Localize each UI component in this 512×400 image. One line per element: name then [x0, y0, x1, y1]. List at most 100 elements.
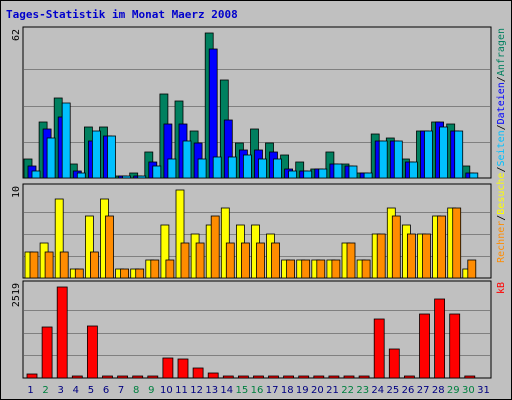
bar-visits-rechner-day-17: [271, 242, 280, 279]
bar-hits-seiten-day-23: [363, 172, 373, 179]
bar-kb-kb-day-8: [132, 375, 144, 379]
x-tick-label-day-31: 31: [477, 385, 490, 396]
bar-hits-seiten-day-22: [348, 165, 358, 179]
bar-visits-rechner-day-25: [391, 215, 401, 279]
bar-visits-rechner-day-24: [376, 233, 386, 279]
side-label: Rechner/Besuche/Seiten/Dateien/Anfragen: [496, 28, 507, 263]
bar-hits-seiten-day-3: [61, 102, 71, 179]
bar-hits-seiten-day-1: [31, 170, 41, 179]
bar-kb-kb-day-25: [388, 348, 400, 379]
bar-visits-besuche-day-10: [160, 224, 170, 279]
bar-hits-seiten-day-27: [424, 130, 433, 179]
side-label-dateien: Dateien: [496, 82, 507, 124]
x-tick-label-day-12: 12: [190, 385, 203, 396]
bar-kb-kb-day-9: [147, 375, 159, 379]
bar-hits-seiten-day-12: [197, 158, 207, 179]
bar-hits-seiten-day-28: [439, 126, 449, 179]
bar-kb-kb-day-22: [343, 375, 355, 379]
x-tick-label-day-21: 21: [326, 385, 339, 396]
x-tick-label-day-6: 6: [103, 385, 109, 396]
bar-hits-seiten-day-26: [408, 161, 418, 179]
bar-hits-seiten-day-17: [273, 158, 282, 179]
side-label-rechner: Rechner: [496, 221, 507, 263]
bar-visits-rechner-day-5: [90, 251, 99, 279]
x-tick-label-day-22: 22: [341, 385, 354, 396]
x-tick-label-day-3: 3: [58, 385, 64, 396]
bar-kb-kb-day-5: [87, 325, 98, 379]
bar-visits-rechner-day-7: [120, 268, 129, 279]
side-label-anfragen: Anfragen: [496, 28, 507, 76]
bar-kb-kb-day-27: [419, 313, 430, 379]
bar-kb-kb-day-14: [222, 375, 234, 379]
bar-visits-besuche-day-5: [85, 215, 94, 279]
bar-kb-kb-day-7: [117, 375, 128, 379]
bar-kb-kb-day-3: [56, 286, 68, 379]
bar-visits-rechner-day-12: [195, 242, 205, 279]
bar-hits-seiten-day-20: [318, 168, 328, 179]
bar-kb-kb-day-15: [237, 375, 249, 379]
x-tick-label-day-18: 18: [281, 385, 294, 396]
bar-hits-seiten-day-11: [182, 140, 192, 179]
bar-visits-rechner-day-20: [316, 259, 326, 279]
bar-visits-rechner-day-11: [180, 242, 190, 279]
x-tick-label-day-23: 23: [356, 385, 369, 396]
panel-hits: 62: [11, 26, 492, 179]
x-tick-label-day-1: 1: [27, 385, 33, 396]
bar-kb-kb-day-16: [253, 375, 264, 379]
bar-kb-kb-day-30: [464, 375, 476, 379]
bar-hits-seiten-day-18: [288, 170, 298, 179]
bar-visits-rechner-day-4: [74, 268, 84, 279]
bar-kb-kb-day-2: [41, 326, 53, 379]
x-tick-labels: 1 2 3 4 5 6 7 8 9 10 11 12 13 14 15 16 17 18 19 20 21 22 23 24 2…: [27, 385, 490, 396]
panel-frame: [22, 280, 492, 379]
x-tick-label-day-16: 16: [251, 385, 264, 396]
chart-title: Tages-Statistik im Monat Maerz 2008: [6, 8, 238, 21]
bar-kb-kb-day-13: [207, 372, 219, 379]
bar-kb-kb-day-29: [449, 313, 461, 379]
bar-hits-seiten-day-21: [333, 163, 343, 179]
side-label: kB: [496, 282, 507, 294]
x-tick-label-day-15: 15: [236, 385, 249, 396]
bar-kb-kb-day-18: [283, 375, 295, 379]
bar-visits-rechner-day-18: [286, 259, 296, 279]
bar-hits-seiten-day-24: [378, 140, 388, 179]
x-tick-label-day-20: 20: [311, 385, 324, 396]
x-tick-label-day-19: 19: [296, 385, 309, 396]
x-tick-label-day-24: 24: [371, 385, 384, 396]
side-label-separator: /: [496, 124, 507, 130]
bar-visits-rechner-day-28: [437, 215, 447, 279]
bar-visits-rechner-day-19: [301, 259, 311, 279]
x-tick-label-day-2: 2: [42, 385, 48, 396]
bar-visits-rechner-day-10: [165, 259, 175, 279]
bar-hits-seiten-day-15: [242, 154, 252, 179]
bar-hits-seiten-day-7: [122, 175, 131, 179]
x-tick-label-day-28: 28: [432, 385, 445, 396]
bar-kb-kb-day-23: [358, 375, 370, 379]
y-max-label: 2519: [11, 283, 22, 307]
x-tick-label-day-7: 7: [118, 385, 124, 396]
bar-visits-rechner-day-9: [150, 259, 160, 279]
bar-hits-seiten-day-16: [258, 158, 267, 179]
panel-kb: 2519: [11, 280, 492, 379]
bar-visits-rechner-day-2: [44, 251, 54, 279]
x-tick-label-day-5: 5: [88, 385, 94, 396]
x-tick-label-day-17: 17: [266, 385, 279, 396]
y-max-label: 62: [11, 29, 22, 41]
x-tick-label-day-14: 14: [220, 385, 233, 396]
bar-hits-seiten-day-8: [137, 175, 147, 179]
x-tick-label-day-27: 27: [417, 385, 430, 396]
bar-kb-kb-day-21: [328, 375, 340, 379]
bar-hits-seiten-day-9: [152, 165, 162, 179]
bar-hits-seiten-day-4: [76, 172, 86, 179]
y-max-label: 10: [11, 186, 22, 198]
x-tick-label-day-30: 30: [462, 385, 475, 396]
bar-visits-rechner-day-22: [346, 242, 356, 279]
bar-kb-kb-day-11: [177, 358, 189, 379]
x-tick-label-day-4: 4: [73, 385, 79, 396]
side-label-besuche: Besuche: [496, 173, 507, 215]
bar-hits-seiten-day-13: [212, 156, 222, 179]
panel-visits: 10: [11, 183, 492, 279]
bar-hits-seiten-day-5: [92, 130, 101, 179]
bar-visits-rechner-day-30: [467, 259, 477, 279]
side-label-separator: /: [496, 76, 507, 82]
